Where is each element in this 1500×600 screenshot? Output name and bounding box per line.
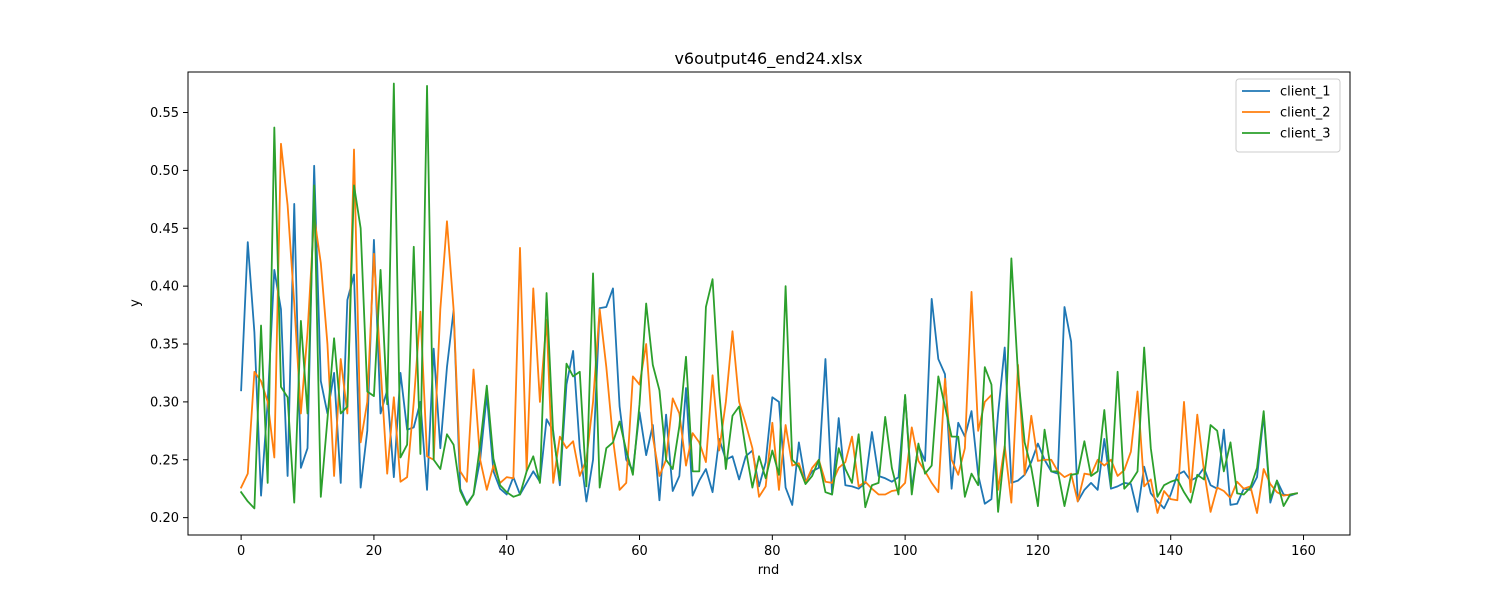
x-tick-label: 40: [498, 544, 515, 559]
x-tick-label: 140: [1158, 544, 1183, 559]
y-tick-label: 0.25: [150, 453, 179, 468]
series-line-client_1: [240, 164, 1299, 513]
y-tick-label: 0.30: [150, 395, 179, 410]
x-axis: 0 20 40 60 80 100 120 140 160: [237, 535, 1316, 559]
plot-frame: [187, 71, 1351, 536]
x-tick-label: 120: [1026, 544, 1051, 559]
y-tick-label: 0.20: [150, 511, 179, 526]
y-axis-title: y: [128, 299, 143, 307]
x-tick-label: 60: [631, 544, 648, 559]
legend-label-client_1: client_1: [1280, 85, 1330, 100]
y-tick-label: 0.40: [150, 280, 179, 295]
x-tick-label: 160: [1291, 544, 1316, 559]
x-tick-label: 80: [764, 544, 781, 559]
legend: client_1 client_2 client_3: [1235, 78, 1341, 153]
y-axis: 0.20 0.25 0.30 0.35 0.40 0.45 0.50 0.55: [150, 106, 188, 526]
y-tick-label: 0.35: [150, 338, 179, 353]
y-tick-label: 0.45: [150, 222, 179, 237]
x-tick-label: 100: [893, 544, 918, 559]
legend-label-client_3: client_3: [1280, 127, 1330, 142]
series-line-client_3: [239, 82, 1298, 513]
series-layer: [239, 82, 1299, 514]
y-tick-label: 0.55: [150, 106, 179, 121]
legend-label-client_2: client_2: [1280, 106, 1330, 121]
chart-title: v6output46_end24.xlsx: [674, 49, 862, 69]
x-tick-label: 0: [237, 544, 245, 559]
y-tick-label: 0.50: [150, 164, 179, 179]
x-axis-title: rnd: [758, 563, 780, 578]
x-tick-label: 20: [366, 544, 383, 559]
